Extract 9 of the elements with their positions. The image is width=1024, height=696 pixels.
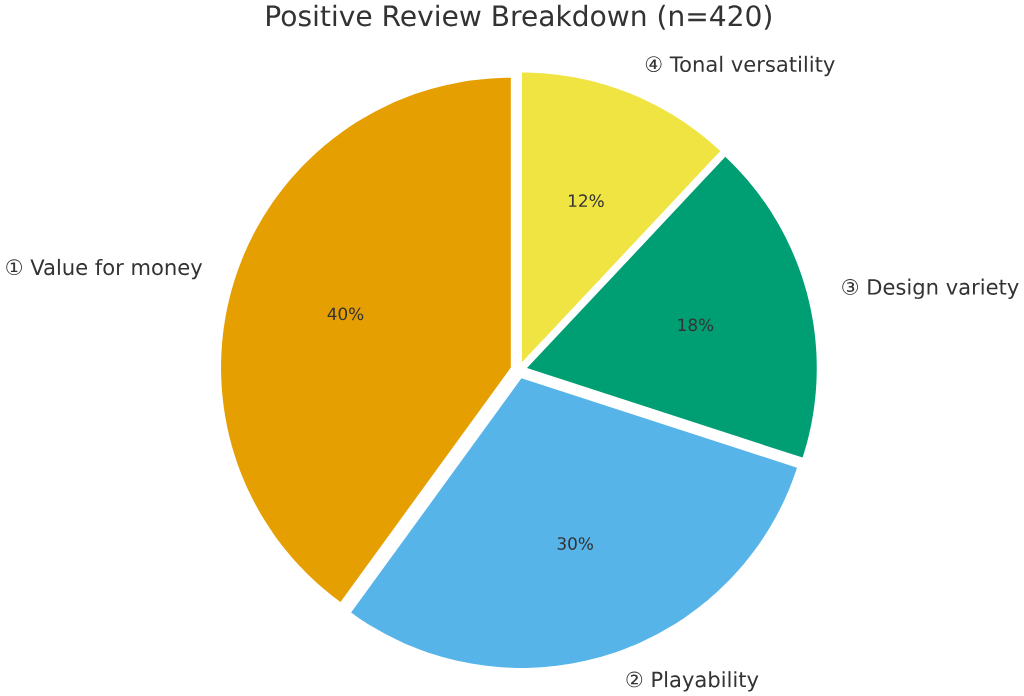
slice-label: ② Playability [626, 671, 759, 692]
slice-label: ① Value for money [6, 258, 203, 280]
slice-label: ③ Design variety [842, 278, 1019, 299]
data-label: 40% [327, 307, 364, 321]
data-label: 12% [569, 194, 604, 207]
slice-label: ④ Tonal versatility [645, 55, 835, 77]
data-label: 18% [678, 318, 714, 332]
chart-title: Positive Review Breakdown (n=420) [267, 4, 771, 30]
data-label: 30% [557, 537, 593, 550]
